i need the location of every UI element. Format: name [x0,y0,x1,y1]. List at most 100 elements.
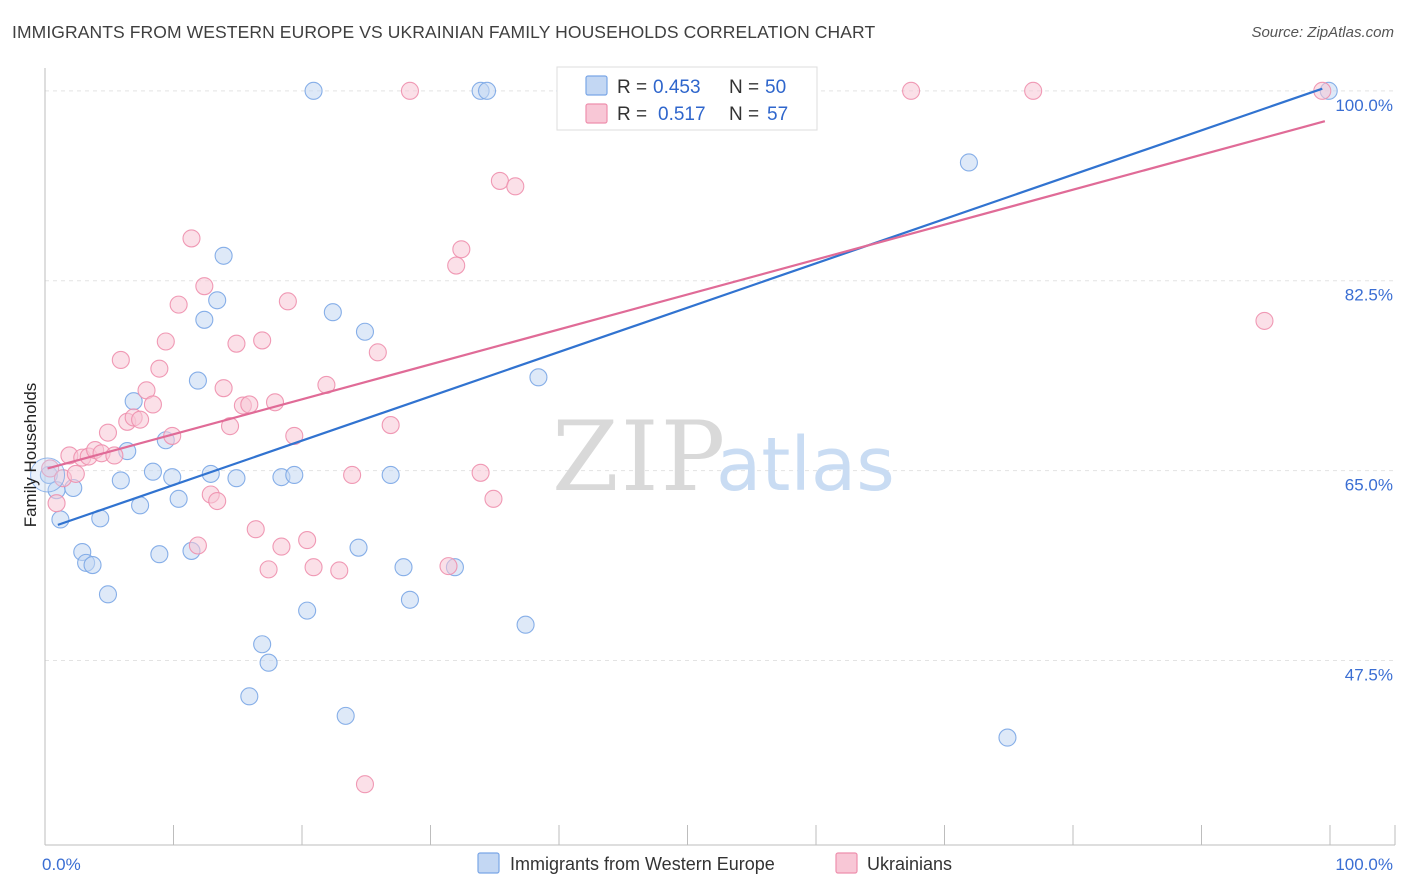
stats-legend: R = 0.453 N = 50 R = 0.517 N = 57 [556,66,818,131]
ukrainian-point [484,489,503,508]
ukrainian-point [439,557,458,576]
stats-r-value-2: 0.517 [658,104,706,125]
ukrainian-point [368,343,387,362]
grid-layer [45,90,1395,662]
stats-r-value-1: 0.453 [653,77,701,98]
ukrainian-point [400,81,419,100]
western-europe-point [51,510,70,529]
ukrainian-point [47,494,66,513]
ukrainian-point [259,560,278,579]
ukrainian-point [182,229,201,248]
western-europe-trend-line [57,87,1323,526]
ukrainian-point [452,240,471,259]
legend-swatch-ukrainians [835,852,858,874]
ukrainian-point [1024,81,1043,100]
western-europe-point [227,469,246,488]
western-europe-point [336,706,355,725]
stats-n-label-2: N = [729,104,759,125]
ukrainian-point [278,292,297,311]
western-europe-point [253,635,272,654]
ukrainian-point [66,464,85,483]
ukrainian-point [304,558,323,577]
western-europe-point [349,538,368,557]
stats-swatch-pink [585,103,608,124]
stats-r-label-1: R = [617,77,647,98]
chart-title: IMMIGRANTS FROM WESTERN EUROPE VS UKRAIN… [12,22,876,42]
ukrainian-point [169,295,188,314]
ukrainian-point [490,171,509,190]
bottom-legend: Immigrants from Western Europe Ukrainian… [477,852,952,874]
watermark-atlas: atlas [716,422,895,508]
ukrainian-point [246,520,265,539]
western-europe-point [400,590,419,609]
stats-n-label-1: N = [729,77,759,98]
points-layer [30,81,1338,794]
western-europe-point [477,81,497,100]
ukrainian-point [902,81,921,100]
axes-layer: 47.5% 65.0% 82.5% 100.0% 0.0% 100.0% [42,68,1396,874]
trend-layer [47,87,1326,526]
western-europe-point [188,371,207,390]
western-europe-point [150,545,169,564]
ukrainian-point [214,379,233,398]
western-europe-point [169,489,188,508]
ukrainian-point [343,465,362,485]
ukrainian-point [471,463,490,482]
western-europe-point [323,303,342,322]
western-europe-point [394,558,413,577]
ukrainian-point [208,491,227,511]
ukrainian-point [330,561,349,580]
ukrainian-point [253,331,272,350]
y-tick-label: 65.0% [1345,476,1393,495]
ukrainian-point [447,256,466,275]
watermark-zip: ZIP [552,401,727,513]
ukrainian-point [1255,311,1274,330]
stats-r-label-2: R = [617,104,647,125]
ukrainian-point [240,395,259,414]
western-europe-point [959,153,978,172]
ukrainian-point [188,536,207,555]
western-europe-point [208,291,227,310]
ukrainian-point [143,395,162,414]
western-europe-point [214,246,233,265]
western-europe-point [529,368,548,387]
legend-label-western-europe: Immigrants from Western Europe [510,854,775,874]
legend-label-ukrainians: Ukrainians [867,854,952,874]
western-europe-point [195,310,214,329]
legend-swatch-western-europe [477,852,500,874]
ukrainian-point [156,332,175,351]
source-label: Source: ZipAtlas.com [1251,24,1394,41]
watermark: ZIP atlas [552,401,895,513]
ukrainian-point [150,359,169,378]
western-europe-point [304,81,323,100]
western-europe-point [143,462,162,481]
ukrainian-point [220,417,240,436]
western-europe-point [259,653,278,672]
stats-n-value-2: 57 [767,104,788,125]
ukrainian-point [98,423,118,442]
ukrainian-trend-line [47,120,1326,470]
western-europe-point [111,471,130,490]
y-tick-label: 82.5% [1345,286,1393,305]
western-europe-point [98,585,118,604]
x-tick-label: 100.0% [1335,855,1393,874]
stats-n-value-1: 50 [765,77,786,98]
y-tick-label: 47.5% [1345,666,1393,685]
ukrainian-point [195,277,214,296]
western-europe-point [355,322,375,341]
ukrainian-point [506,177,525,196]
western-europe-point [298,601,317,620]
western-europe-point [240,687,259,706]
ukrainian-point [111,350,130,370]
western-europe-point [83,555,102,575]
ukrainian-point [355,775,375,794]
y-axis-label: Family Households [21,383,40,528]
ukrainian-point [272,537,291,556]
ukrainian-point [381,416,400,435]
western-europe-point [285,465,304,485]
western-europe-point [516,615,535,634]
y-tick-label: 100.0% [1335,96,1393,115]
western-europe-point [998,728,1017,747]
ukrainian-point [227,334,246,353]
